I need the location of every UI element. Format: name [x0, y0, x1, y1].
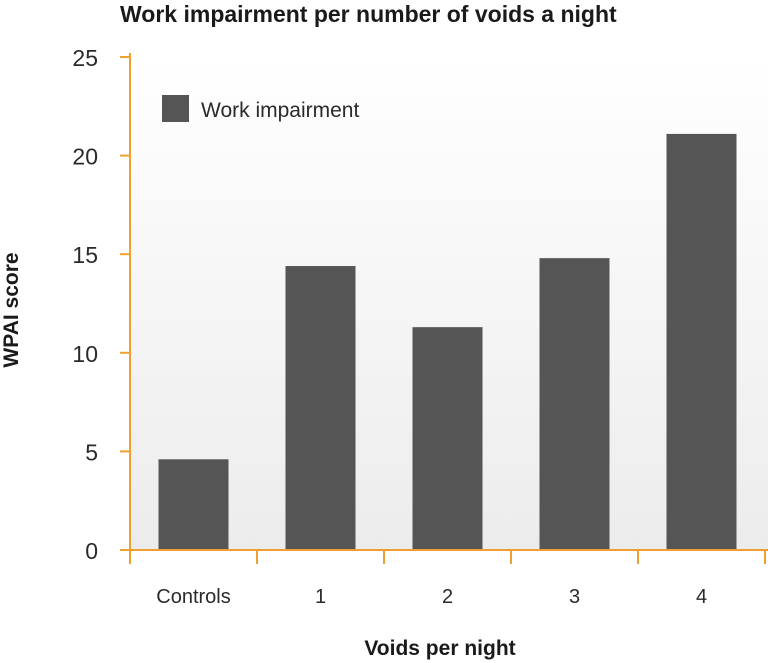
x-tick-label: 1 [315, 586, 326, 608]
bar-3 [539, 258, 610, 550]
y-tick-label: 5 [85, 439, 98, 465]
x-axis-label: Voids per night [364, 637, 515, 660]
bar-2 [412, 327, 483, 550]
bar-1 [285, 266, 356, 550]
x-tick-label: 2 [442, 586, 453, 608]
legend-swatch [162, 95, 189, 122]
legend: Work impairment [162, 95, 359, 122]
bar-controls [158, 459, 229, 550]
bar-4 [666, 133, 737, 550]
y-tick-label: 25 [72, 45, 98, 71]
x-tick-label: Controls [156, 586, 230, 608]
y-tick-label: 20 [72, 144, 98, 170]
legend-label: Work impairment [201, 99, 359, 122]
x-axis-ticks: Controls 1 2 3 4 [129, 550, 766, 608]
y-axis-ticks: 0 5 10 15 20 25 [72, 45, 130, 564]
y-tick-label: 0 [85, 538, 98, 564]
bars-group [158, 133, 737, 550]
x-tick-label: 4 [696, 586, 707, 608]
chart-title: Work impairment per number of voids a ni… [120, 1, 617, 27]
y-axis-label: WPAI score [0, 252, 23, 367]
x-tick-label: 3 [569, 586, 580, 608]
y-tick-label: 15 [72, 242, 98, 268]
y-tick-label: 10 [72, 341, 98, 367]
